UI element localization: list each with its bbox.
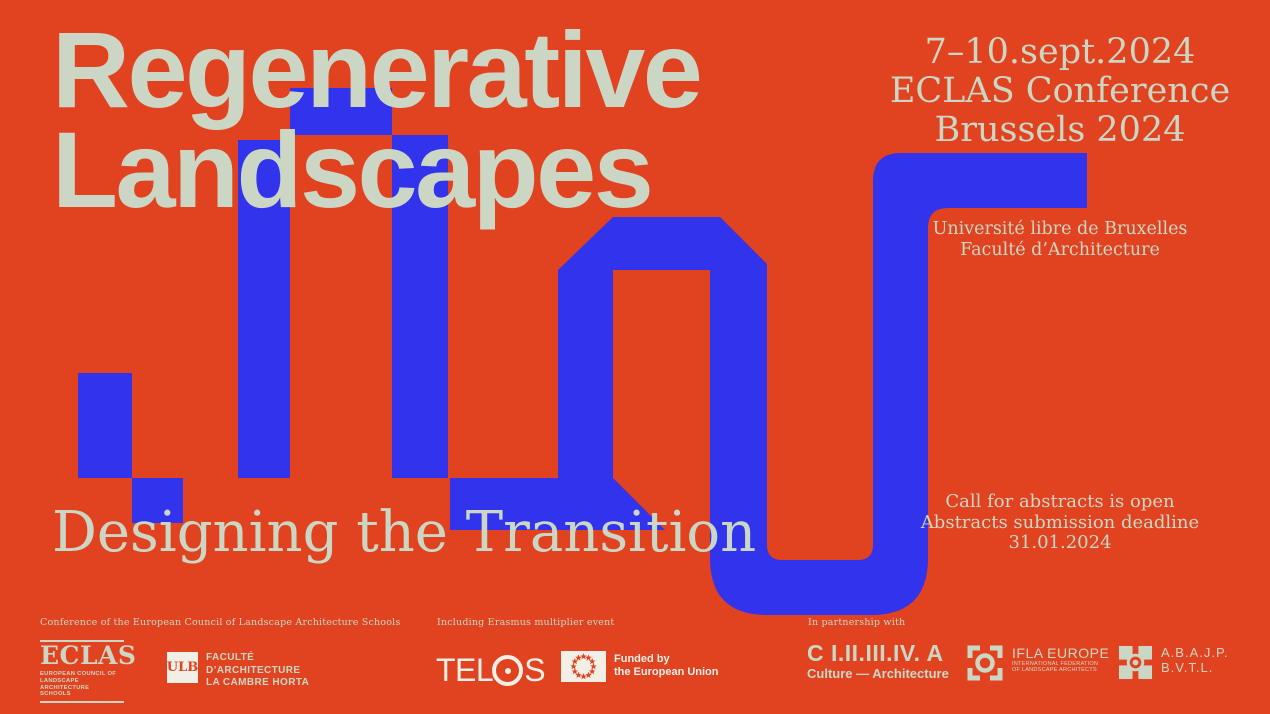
telos-logo: TEL S bbox=[436, 652, 546, 689]
ifla-name: IFLA EUROPE bbox=[1012, 645, 1110, 661]
footer-caption-middle: Including Erasmus multiplier event bbox=[437, 617, 615, 628]
abajp-bvtl-logo: A.B.A.J.P. B.V.T.L. bbox=[1118, 645, 1229, 680]
eu-line-1: Funded by bbox=[614, 653, 670, 665]
ifla-europe-logo: IFLA EUROPE INTERNATIONAL FEDERATION OF … bbox=[967, 645, 1109, 681]
eclas-sub-1: EUROPEAN COUNCIL OF bbox=[40, 671, 117, 677]
call-line-1: Call for abstracts is open bbox=[945, 491, 1175, 512]
eu-funded-text: Funded by the European Union bbox=[614, 653, 719, 682]
culture-architecture-logo: C I.II.III.IV. A Culture — Architecture bbox=[807, 641, 949, 681]
call-for-abstracts: Call for abstracts is open Abstracts sub… bbox=[880, 491, 1240, 554]
poster-title: Regenerative Landscapes bbox=[52, 9, 703, 230]
title-line-2: Landscapes bbox=[52, 109, 654, 230]
ifla-sub-2: OF LANDSCAPE ARCHITECTS bbox=[1012, 667, 1097, 674]
eclas-logo: ECLAS EUROPEAN COUNCIL OF LANDSCAPE ARCH… bbox=[40, 640, 137, 704]
eclas-sub-2: LANDSCAPE ARCHITECTURE bbox=[40, 677, 90, 691]
ifla-logo-text: IFLA EUROPE INTERNATIONAL FEDERATION OF … bbox=[1012, 645, 1109, 681]
pipe-block-a bbox=[290, 88, 392, 135]
eclas-logo-subtext: EUROPEAN COUNCIL OF LANDSCAPE ARCHITECTU… bbox=[40, 671, 124, 698]
ifla-geometric-icon bbox=[967, 645, 1003, 681]
eu-funded-logo: Funded by the European Union bbox=[561, 651, 719, 682]
eu-flag-stars-icon bbox=[561, 651, 606, 682]
ulb-line-2: D’ARCHITECTURE bbox=[206, 664, 301, 676]
event-location: Brussels 2024 bbox=[934, 110, 1186, 150]
venue-line-1: Université libre de Bruxelles bbox=[932, 219, 1188, 239]
ulb-box-icon: ULB bbox=[167, 652, 198, 683]
telos-letters-prefix: TEL bbox=[436, 652, 494, 688]
event-info: 7–10.sept.2024 ECLAS Conference Brussels… bbox=[880, 33, 1240, 150]
ulb-logo-text: FACULTÉ D’ARCHITECTURE LA CAMBRE HORTA bbox=[206, 652, 309, 690]
venue-line-2: Faculté d’Architecture bbox=[960, 239, 1160, 260]
abajp-target-icon bbox=[1118, 645, 1153, 680]
telos-lens-dot bbox=[504, 667, 511, 674]
ca-wordmark: Culture — Architecture bbox=[807, 666, 949, 681]
eclas-sub-3: SCHOOLS bbox=[40, 691, 71, 698]
pipe-bar-d bbox=[78, 373, 132, 478]
abajp-line-1: A.B.A.J.P. bbox=[1161, 645, 1229, 660]
eclas-rule-bottom bbox=[40, 701, 124, 704]
venue-info: Université libre de Bruxelles Faculté d’… bbox=[880, 219, 1240, 260]
event-name: ECLAS Conference bbox=[889, 71, 1231, 111]
telos-letters-suffix: S bbox=[524, 652, 546, 688]
pipe-block-e bbox=[132, 478, 183, 523]
abajp-line-2: B.V.T.L. bbox=[1161, 660, 1214, 675]
telos-lens-icon bbox=[492, 655, 524, 686]
poster-subtitle: Designing the Transition bbox=[52, 500, 757, 565]
ulb-line-1: FACULTÉ bbox=[206, 652, 255, 663]
ca-roman-numerals: C I.II.III.IV. A bbox=[807, 640, 944, 666]
eclas-logo-name: ECLAS bbox=[40, 641, 137, 670]
footer-caption-left: Conference of the European Council of La… bbox=[40, 617, 401, 628]
title-line-1: Regenerative bbox=[52, 9, 703, 130]
eu-line-2: the European Union bbox=[614, 666, 719, 678]
ifla-sub-1: INTERNATIONAL FEDERATION bbox=[1012, 661, 1099, 667]
eclas-rule-top bbox=[40, 640, 124, 642]
event-dates: 7–10.sept.2024 bbox=[924, 32, 1196, 72]
pipe-snake bbox=[450, 153, 1087, 615]
ulb-line-3: LA CAMBRE HORTA bbox=[206, 677, 310, 689]
ulb-logo: ULB FACULTÉ D’ARCHITECTURE LA CAMBRE HOR… bbox=[167, 652, 309, 690]
call-line-3: 31.01.2024 bbox=[1008, 532, 1112, 553]
pipe-bar-c bbox=[392, 135, 448, 478]
footer-caption-right: In partnership with bbox=[808, 617, 906, 628]
call-line-2: Abstracts submission deadline bbox=[920, 511, 1200, 533]
pipe-bar-b bbox=[238, 140, 290, 478]
abajp-logo-text: A.B.A.J.P. B.V.T.L. bbox=[1161, 645, 1229, 680]
